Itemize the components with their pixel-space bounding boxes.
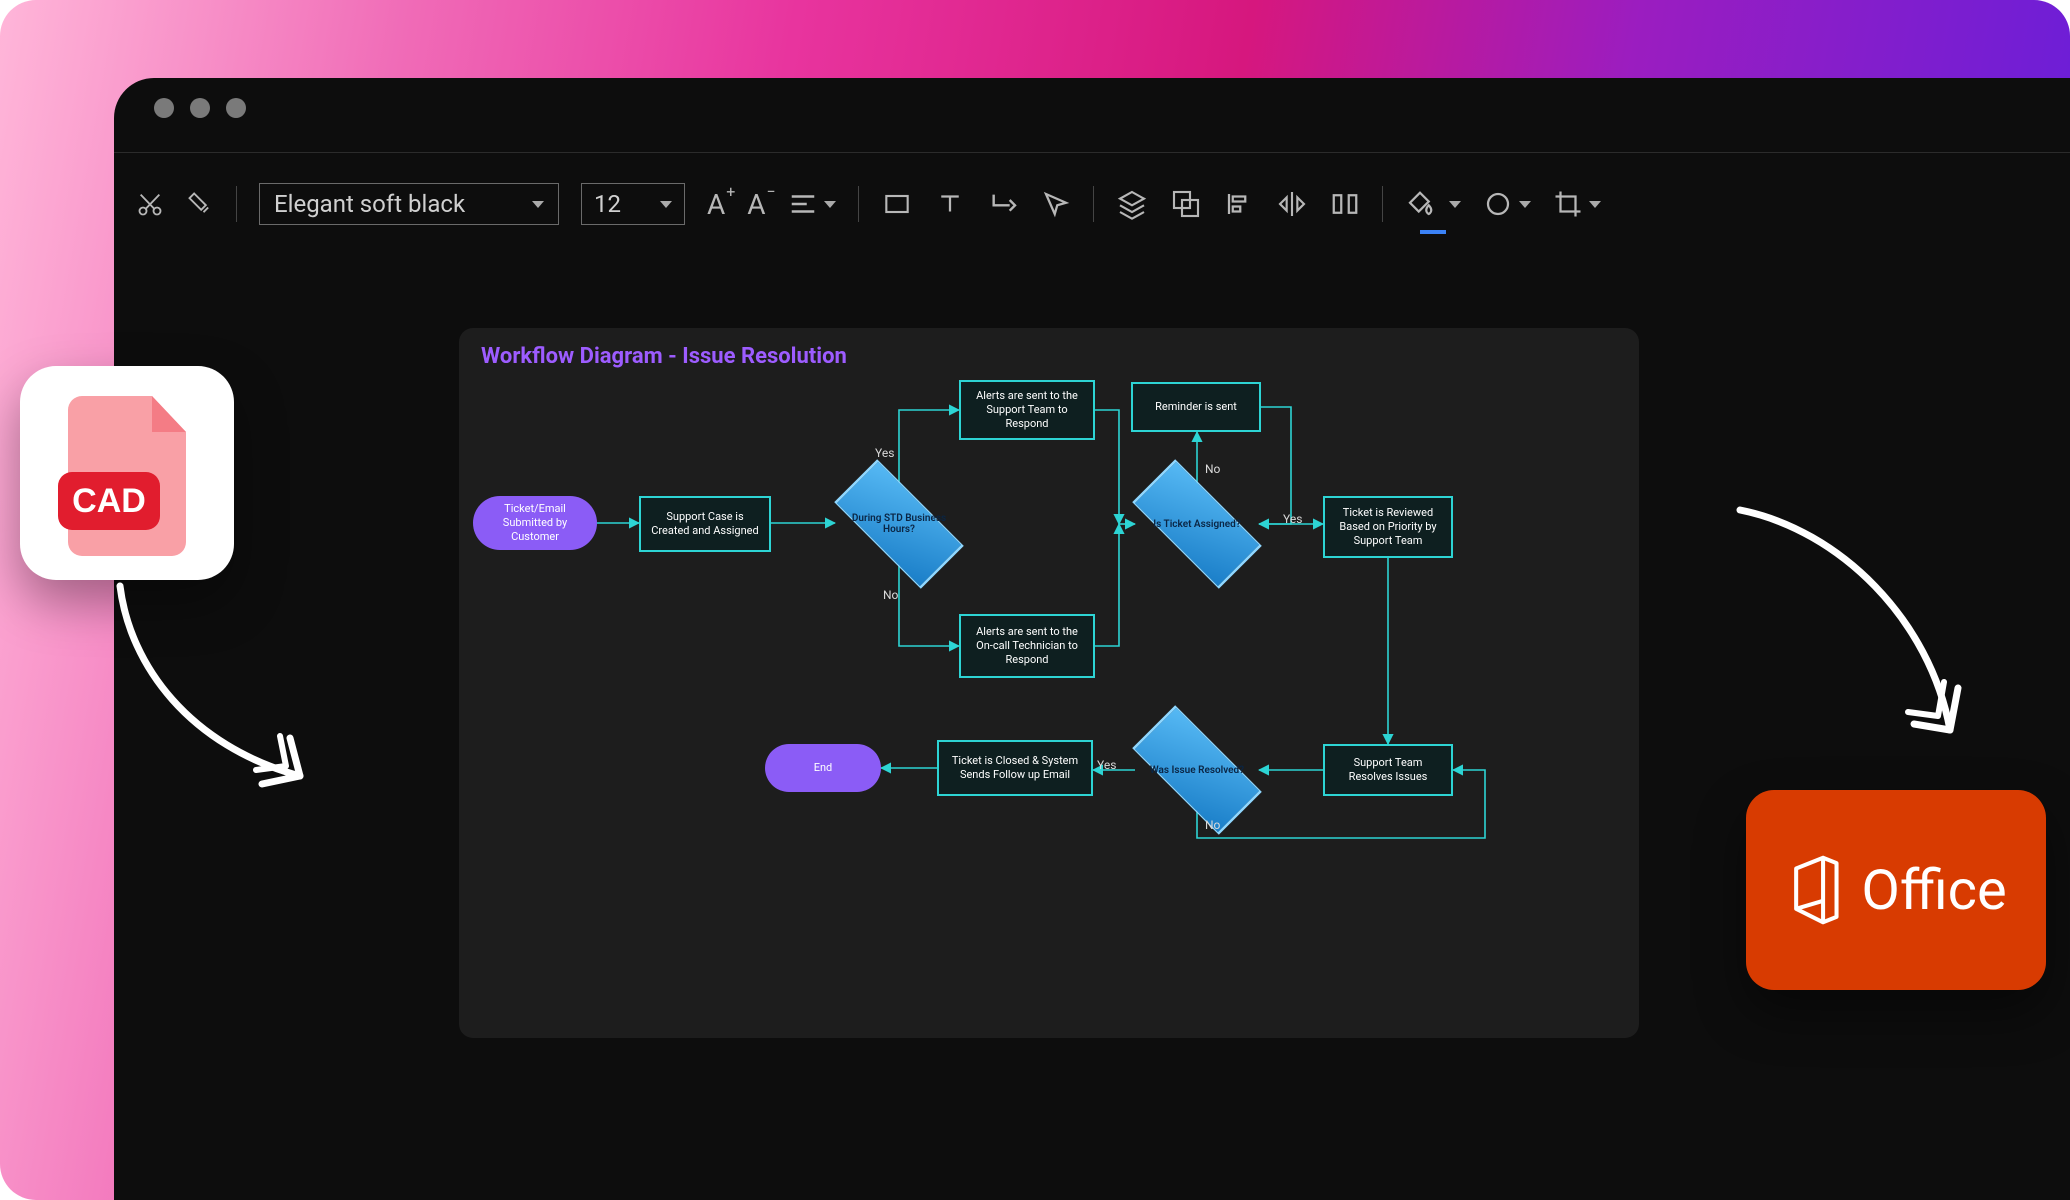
node-review[interactable]: Ticket is Reviewed Based on Priority by … <box>1323 496 1453 558</box>
sep-3 <box>1093 186 1094 222</box>
office-label: Office <box>1861 857 2006 923</box>
font-name-label: Elegant soft black <box>274 190 465 218</box>
chevron-down-icon <box>824 201 836 208</box>
grow-font-button[interactable]: A+ <box>707 184 725 224</box>
titlebar-divider <box>114 152 2070 153</box>
traffic-min[interactable] <box>190 98 210 118</box>
chevron-down-icon <box>1589 201 1601 208</box>
toolbar: Elegant soft black 12 A+ A− <box>114 176 2070 232</box>
chevron-down-icon <box>1519 201 1531 208</box>
cad-label: CAD <box>72 482 146 520</box>
node-remind[interactable]: Reminder is sent <box>1131 382 1261 432</box>
fill-color-icon[interactable] <box>1405 184 1461 224</box>
node-hours[interactable]: During STD Business Hours? <box>829 482 969 566</box>
diagram-title: Workflow Diagram - Issue Resolution <box>481 344 847 369</box>
sep-4 <box>1382 186 1383 222</box>
shrink-font-button[interactable]: A− <box>747 184 765 224</box>
chevron-down-icon <box>660 201 672 208</box>
node-end[interactable]: End <box>765 744 881 792</box>
edge-label: No <box>883 588 898 602</box>
flip-icon[interactable] <box>1276 184 1308 224</box>
font-size-select[interactable]: 12 <box>581 183 685 225</box>
traffic-max[interactable] <box>226 98 246 118</box>
node-create[interactable]: Support Case is Created and Assigned <box>639 496 771 552</box>
align-left-icon[interactable] <box>1224 184 1254 224</box>
edge-label: No <box>1205 818 1220 832</box>
crop-icon[interactable] <box>1553 184 1601 224</box>
cad-file-icon: CAD <box>52 388 202 558</box>
format-painter-icon[interactable] <box>186 184 214 224</box>
group-icon[interactable] <box>1170 184 1202 224</box>
node-resolve[interactable]: Support Team Resolves Issues <box>1323 744 1453 796</box>
traffic-close[interactable] <box>154 98 174 118</box>
edge-label: Yes <box>875 446 894 460</box>
layers-icon[interactable] <box>1116 184 1148 224</box>
edge-label: No <box>1205 462 1220 476</box>
node-alerts1[interactable]: Alerts are sent to the Support Team to R… <box>959 380 1095 440</box>
sep-1 <box>236 186 237 222</box>
align-button[interactable] <box>788 184 836 224</box>
node-resolved[interactable]: Was Issue Resolved? <box>1127 728 1267 812</box>
app-window: Elegant soft black 12 A+ A− <box>114 78 2070 1200</box>
sep-2 <box>858 186 859 222</box>
chevron-down-icon <box>1449 201 1461 208</box>
font-name-select[interactable]: Elegant soft black <box>259 183 559 225</box>
edge-label: Yes <box>1097 758 1116 772</box>
distribute-icon[interactable] <box>1330 184 1360 224</box>
edge-label: Yes <box>1283 512 1302 526</box>
titlebar <box>114 78 2070 138</box>
node-start[interactable]: Ticket/Email Submitted by Customer <box>473 496 597 550</box>
cut-icon[interactable] <box>136 184 164 224</box>
office-badge: Office <box>1746 790 2046 990</box>
shape-style-icon[interactable] <box>1483 184 1531 224</box>
connector-icon[interactable] <box>987 184 1019 224</box>
font-size-label: 12 <box>594 190 621 218</box>
node-closed[interactable]: Ticket is Closed & System Sends Follow u… <box>937 740 1093 796</box>
rectangle-icon[interactable] <box>881 184 913 224</box>
node-assigned[interactable]: Is Ticket Assigned? <box>1127 482 1267 566</box>
text-icon[interactable] <box>935 184 965 224</box>
node-alerts2[interactable]: Alerts are sent to the On-call Technicia… <box>959 614 1095 678</box>
cad-badge: CAD <box>20 366 234 580</box>
chevron-down-icon <box>532 201 544 208</box>
pointer-icon[interactable] <box>1041 184 1071 224</box>
stage: Elegant soft black 12 A+ A− <box>0 0 2070 1200</box>
office-icon <box>1785 855 1845 925</box>
canvas[interactable]: Workflow Diagram - Issue Resolution Tick… <box>459 328 1639 1038</box>
